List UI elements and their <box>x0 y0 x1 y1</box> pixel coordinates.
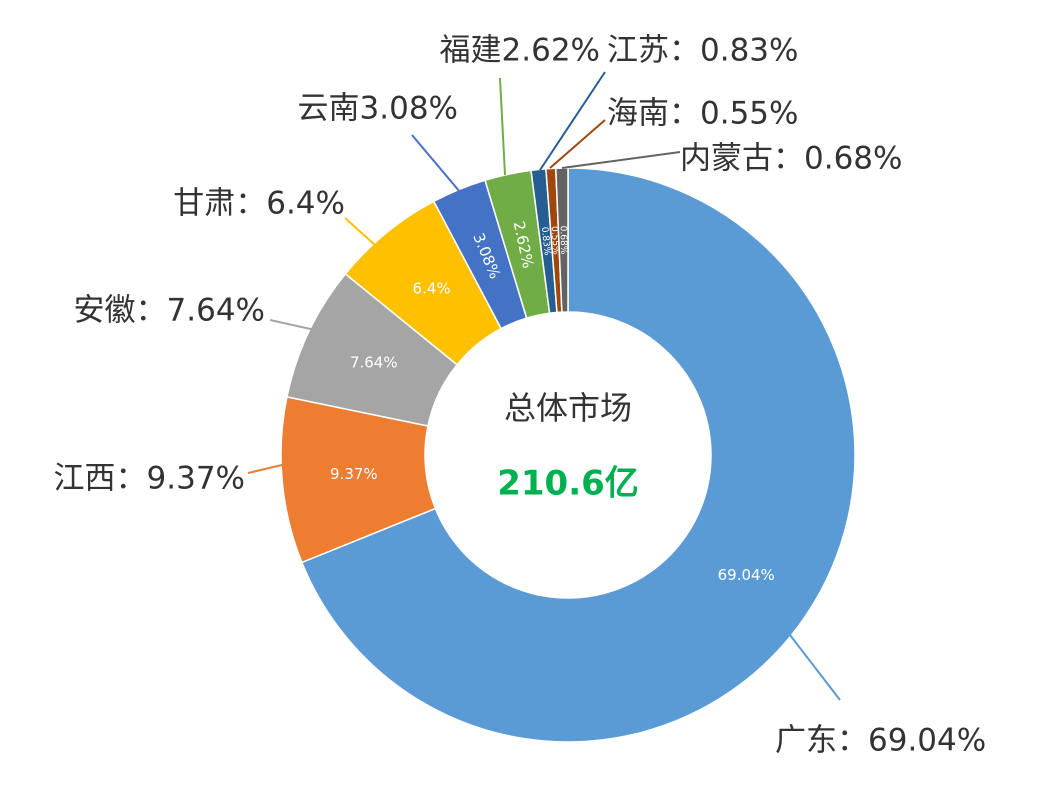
category-label: 云南3.08% <box>298 91 458 127</box>
category-label: 广东：69.04% <box>775 723 986 759</box>
center-value: 210.6亿 <box>497 464 639 504</box>
leader-line <box>344 217 376 246</box>
value-label: 69.04% <box>718 566 775 584</box>
category-label: 内蒙古：0.68% <box>680 141 902 177</box>
value-label: 6.4% <box>413 279 451 297</box>
leader-line <box>411 134 461 193</box>
leader-line <box>539 71 606 171</box>
donut-slice <box>300 167 856 743</box>
category-label: 安徽：7.64% <box>74 293 265 329</box>
value-label: 0.55% <box>549 226 561 256</box>
value-label: 9.37% <box>330 465 378 483</box>
category-label: 福建2.62% <box>440 33 600 69</box>
donut-slice <box>554 167 569 313</box>
leader-line <box>269 319 316 331</box>
leader-line <box>549 119 606 169</box>
leader-line <box>561 151 681 169</box>
value-label: 7.64% <box>350 353 398 371</box>
category-label: 江西：9.37% <box>54 461 245 497</box>
leader-line <box>789 634 841 701</box>
category-label: 甘肃：6.4% <box>173 186 345 222</box>
value-label: 0.68% <box>558 226 569 255</box>
value-label: 0.83% <box>539 226 552 256</box>
leader-line <box>247 464 283 474</box>
center-title: 总体市场 <box>504 389 632 427</box>
category-label: 江苏：0.83% <box>607 33 798 69</box>
category-label: 海南：0.55% <box>607 96 798 132</box>
leader-line <box>499 77 506 176</box>
